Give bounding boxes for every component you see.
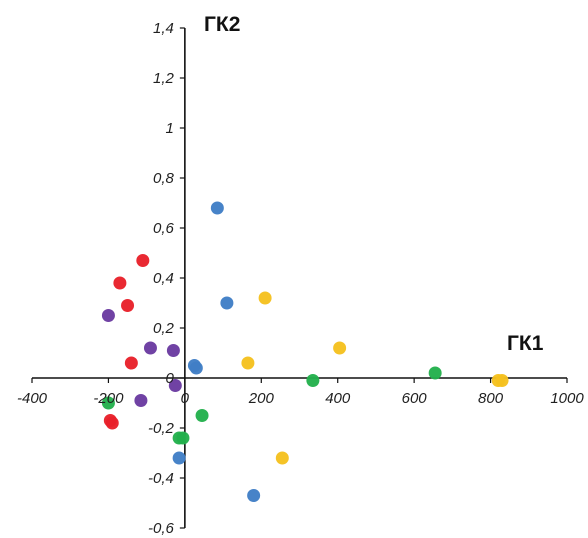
x-tick-label: 200 [248, 390, 275, 407]
points-layer [101, 201, 509, 502]
scatter-point [333, 341, 347, 355]
scatter-point [220, 296, 234, 310]
scatter-point [258, 291, 272, 305]
y-tick-label: -0,4 [148, 470, 174, 487]
scatter-point [247, 489, 261, 502]
scatter-point [241, 356, 255, 370]
x-tick-label: 1000 [550, 390, 584, 407]
x-tick-label: 600 [402, 390, 428, 407]
scatter-point [168, 379, 182, 392]
y-tick-label: 0,8 [153, 170, 175, 187]
scatter-point [172, 451, 186, 465]
scatter-point [134, 394, 148, 407]
scatter-point [143, 341, 157, 355]
scatter-point [113, 276, 127, 290]
scatter-point [306, 374, 320, 387]
scatter-point [176, 431, 190, 445]
scatter-point [491, 374, 505, 387]
y-tick-label: 1,2 [153, 70, 175, 87]
axes-layer [31, 27, 568, 529]
y-tick-label: -0,2 [148, 420, 175, 437]
scatter-point [275, 451, 289, 465]
y-tick-label: 0,6 [153, 220, 175, 237]
y-tick-label: 0 [166, 370, 175, 387]
x-tick-label: 0 [181, 390, 190, 407]
labels-layer: -400 -200 0 200 400 600 800 1000 1,4 1,2 1 0,8 0,6 0,… [17, 20, 584, 537]
scatter-point [187, 359, 201, 372]
y-tick-label: 0,2 [153, 320, 175, 337]
x-tick-label: 400 [325, 390, 351, 407]
scatter-point [101, 309, 115, 322]
x-axis-title: ГК1 [507, 332, 544, 355]
y-tick-label: 1 [166, 120, 174, 137]
y-tick-label: -0,6 [148, 520, 175, 537]
y-tick-label: 0,4 [153, 270, 174, 287]
scatter-point [428, 366, 442, 380]
scatter-point [121, 299, 135, 312]
scatter-point [195, 409, 209, 422]
y-axis-title: ГК2 [204, 13, 240, 36]
scatter-point [166, 344, 180, 357]
scatter-point [105, 416, 119, 430]
y-tick-label: 1,4 [153, 20, 174, 37]
scatter-point [136, 254, 150, 267]
scatter-point [210, 201, 224, 215]
x-tick-label: -400 [17, 390, 48, 407]
scatter-point [101, 396, 115, 410]
x-tick-label: -200 [93, 390, 124, 407]
scatter-point [124, 356, 138, 370]
x-tick-label: 800 [478, 390, 504, 407]
